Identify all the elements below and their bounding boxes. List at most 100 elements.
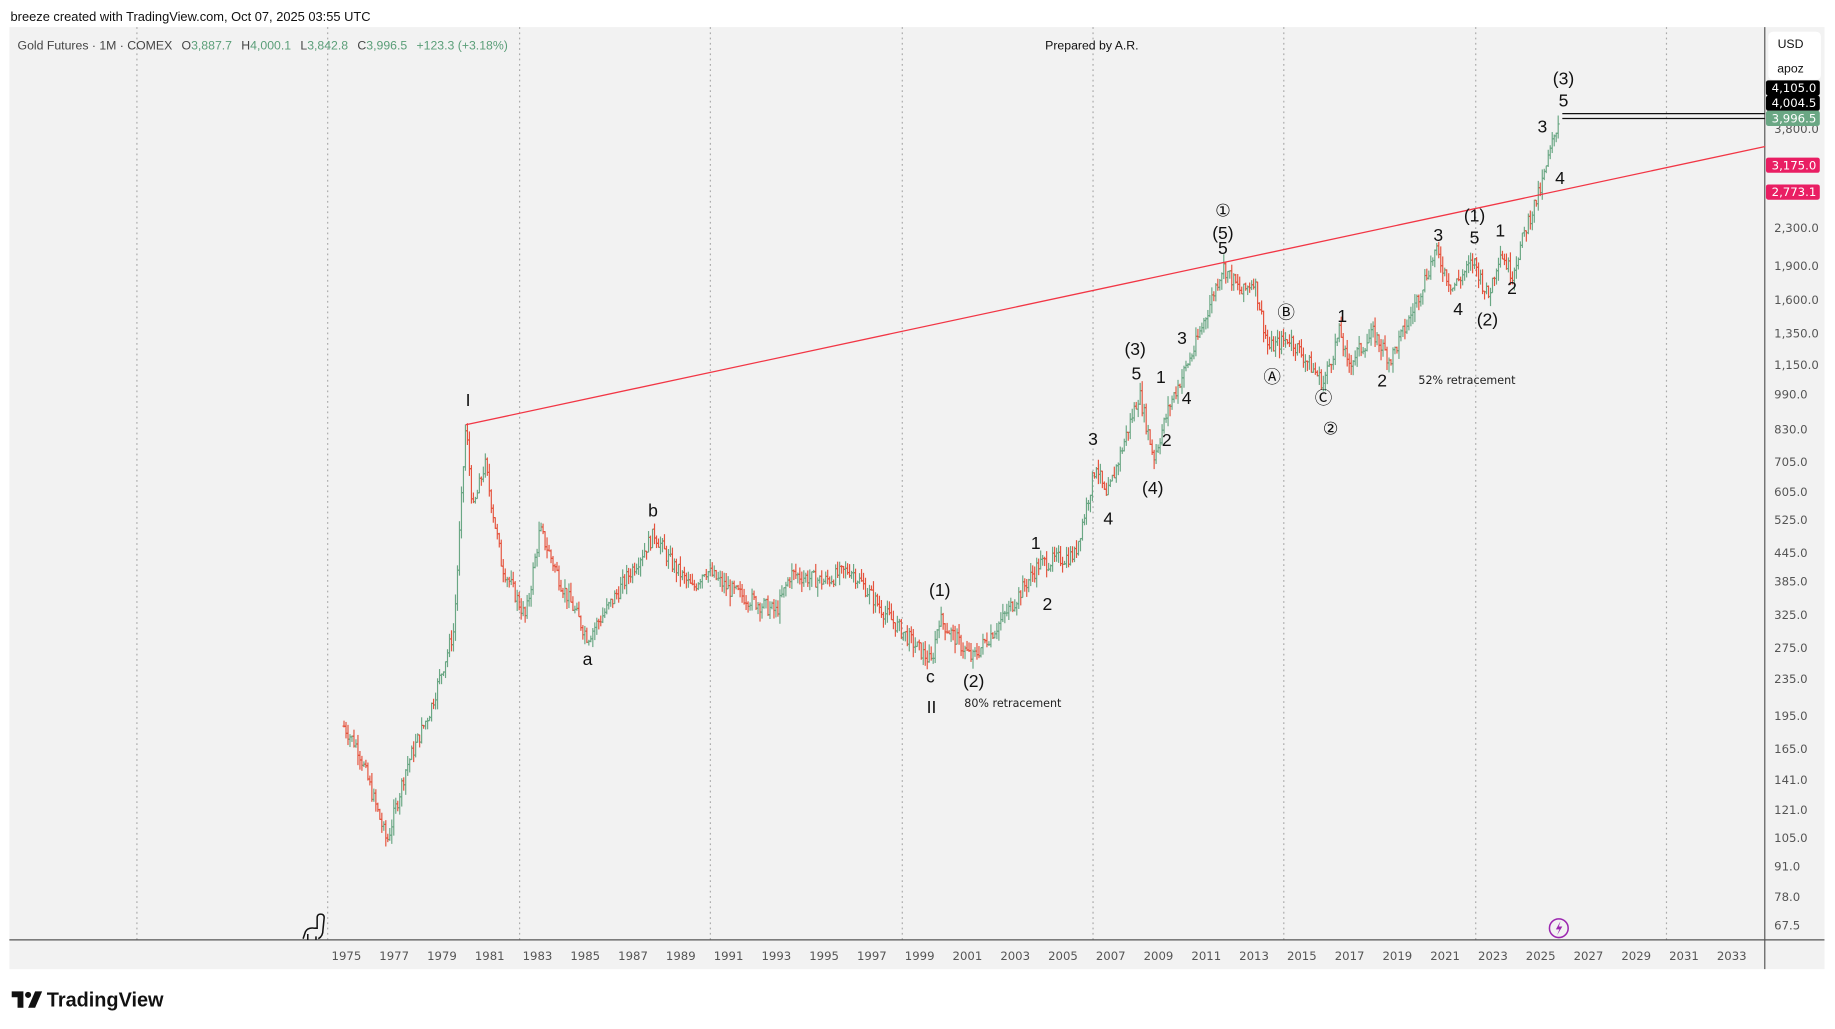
price-badges: 4,105.04,004.53,996.5 3,175.0 2,773.1 [1765,80,1820,200]
wave-label: Ⓐ [1263,367,1281,387]
dinosaur-icon[interactable] [302,913,325,940]
time-tick: 1993 [761,949,791,963]
time-tick: 1997 [857,949,887,963]
price-badge: 4,105.0 [1765,80,1820,96]
wave-label: 5 [1559,91,1569,111]
time-tick: 1985 [570,949,600,963]
time-tick: 2011 [1191,949,1221,963]
price-tick: 105.0 [1774,831,1807,845]
price-tick: 165.0 [1774,742,1807,756]
price-badge: 2,773.1 [1765,184,1820,200]
time-tick: 2031 [1669,949,1699,963]
time-tick: 2021 [1430,949,1460,963]
price-tick: 2,300.0 [1774,221,1819,235]
price-tick: 67.5 [1774,918,1800,932]
time-tick: 2025 [1526,949,1556,963]
time-tick: 2003 [1000,949,1030,963]
wave-label: 5 [1470,228,1480,248]
wave-label: (3) [1124,339,1145,359]
wave-label: c [926,666,935,686]
price-tick: 1,350.0 [1774,326,1819,340]
time-axis[interactable]: 1975 1977 1979 1981 1983 1985 1987 1989 1991 1993… [332,949,1747,963]
time-tick: 2009 [1144,949,1174,963]
price-badge: 3,996.5 [1765,110,1820,126]
price-tick: 121.0 [1774,803,1807,817]
wave-label: (2) [1477,309,1498,329]
wave-label: 1 [1495,221,1505,241]
wave-label: 3 [1538,116,1548,136]
currency-label: USD [1778,37,1804,51]
time-tick: 1989 [666,949,696,963]
wave-label: 3 [1177,328,1187,348]
time-tick: 2001 [953,949,983,963]
wave-label: II [927,697,937,717]
legend-high: 4,000.1 [250,38,291,52]
currency-unit-button[interactable]: USD apoz [1768,31,1821,80]
time-tick: 1979 [427,949,457,963]
unit-label: apoz [1777,62,1804,76]
wave-label: 2 [1043,594,1053,614]
time-tick: 1977 [379,949,409,963]
price-tick: 385.0 [1774,574,1807,588]
price-tick: 525.0 [1774,513,1807,527]
legend-open: 3,887.7 [191,38,232,52]
svg-text:3,175.0: 3,175.0 [1772,158,1817,172]
chart-pane [9,27,1825,970]
time-tick: 1987 [618,949,648,963]
price-tick: 1,900.0 [1774,259,1819,273]
wave-label: a [583,649,593,669]
time-tick: 2029 [1621,949,1651,963]
price-axis[interactable]: 3,800.02,300.01,900.01,600.01,350.01,150… [1774,122,1819,932]
note-80-retracement: 80% retracement [964,697,1062,710]
time-tick: 2007 [1096,949,1126,963]
lightning-icon[interactable] [1548,918,1569,939]
price-tick: 325.0 [1774,608,1807,622]
price-tick: 990.0 [1774,388,1807,402]
price-tick: 1,600.0 [1774,293,1819,307]
legend-close: 3,996.5 [366,38,407,52]
wave-label: ② [1323,418,1339,438]
wave-label: (3) [1553,68,1574,88]
price-tick: 275.0 [1774,641,1807,655]
wave-label: Ⓑ [1277,302,1295,322]
time-tick: 1983 [523,949,553,963]
svg-text:2,773.1: 2,773.1 [1772,185,1817,199]
svg-text:4,105.0: 4,105.0 [1772,81,1817,95]
wave-label: ① [1215,201,1231,221]
wave-label: 3 [1433,225,1443,245]
time-tick: 2023 [1478,949,1508,963]
svg-text:Gold Futures · 1M · COMEX: Gold Futures · 1M · COMEX O3,887.7 H4,00… [18,38,508,52]
price-badge: 3,175.0 [1765,157,1820,173]
wave-label: 2 [1162,430,1172,450]
wave-label: 4 [1103,508,1113,528]
price-tick: 141.0 [1774,773,1807,787]
time-tick: 1999 [905,949,935,963]
wave-label: 1 [1031,533,1041,553]
price-tick: 605.0 [1774,485,1807,499]
price-tick: 705.0 [1774,455,1807,469]
wave-label: (1) [1464,205,1485,225]
wave-label: 2 [1377,370,1387,390]
trendline[interactable] [465,145,1766,426]
legend-symbol: Gold Futures · 1M · COMEX [18,38,173,52]
wave-label: I [466,390,471,410]
wave-label: 4 [1555,168,1565,188]
drawings[interactable] [465,113,1766,426]
wave-label: 2 [1507,278,1517,298]
wave-label: (4) [1142,478,1163,498]
time-tick: 2027 [1574,949,1604,963]
price-badge: 4,004.5 [1765,95,1820,111]
attribution-text: breeze created with TradingView.com, Oct… [11,9,371,24]
time-tick: 2013 [1239,949,1269,963]
tradingview-logo[interactable]: TradingView [11,990,164,1012]
prepared-by-text: Prepared by A.R. [1045,38,1138,52]
time-tick: 2033 [1717,949,1747,963]
time-tick: 1995 [809,949,839,963]
time-tick: 2017 [1335,949,1365,963]
wave-label: (5) [1212,223,1233,243]
price-tick: 1,150.0 [1774,358,1819,372]
bar-up [1556,115,1560,139]
price-tick: 235.0 [1774,672,1807,686]
